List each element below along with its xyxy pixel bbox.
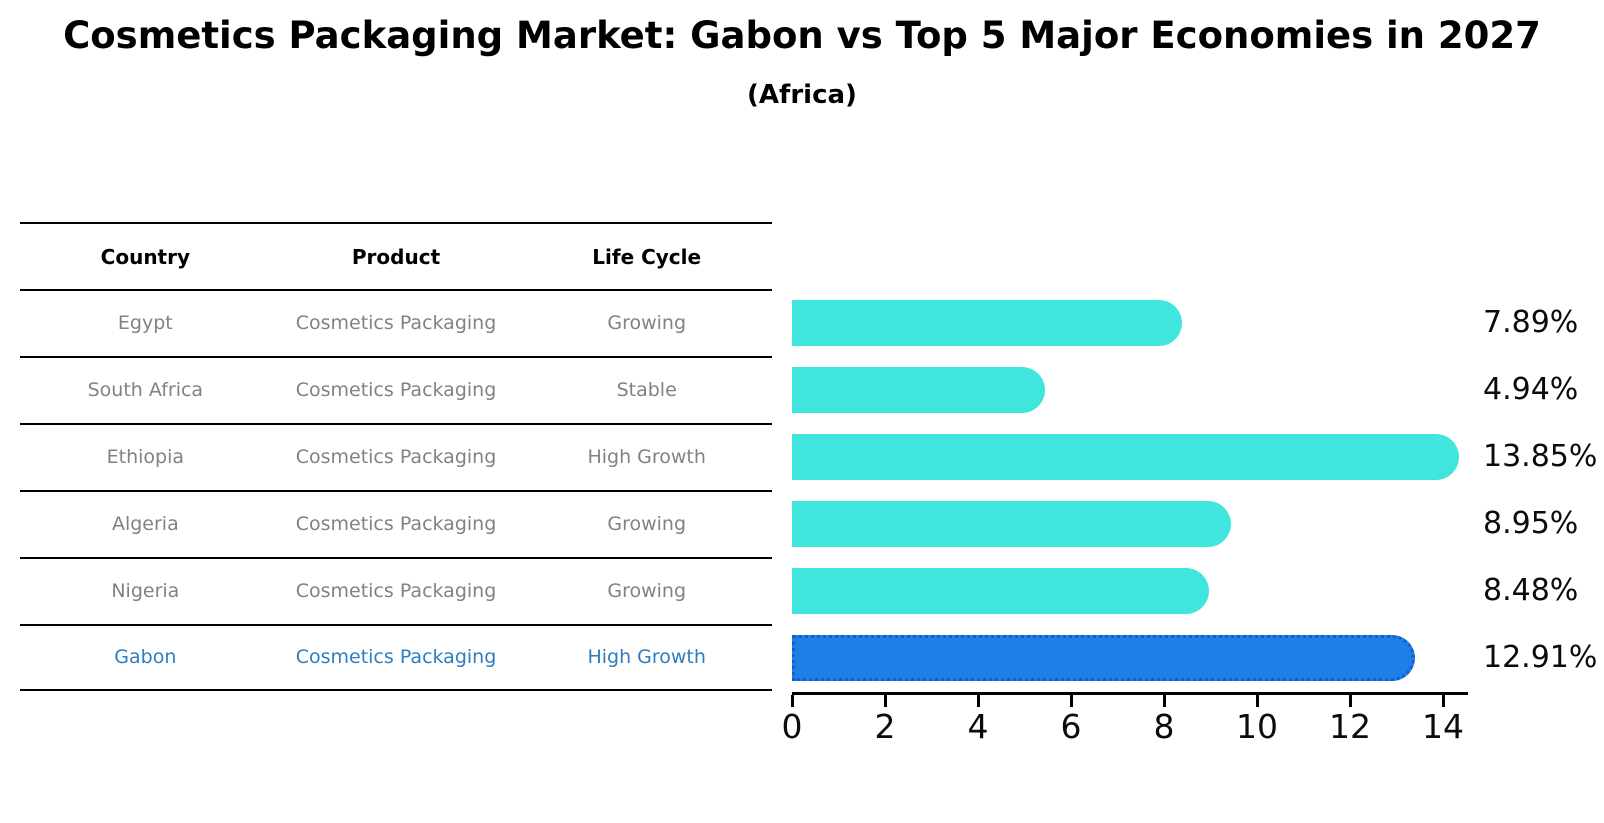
value-label-nigeria: 8.48% (1483, 573, 1579, 609)
x-tick-2 (883, 695, 887, 707)
x-tick-label-6: 6 (1060, 707, 1082, 746)
x-tick-0 (790, 695, 794, 707)
x-tick-12 (1348, 695, 1352, 707)
cell-country: South Africa (87, 379, 204, 402)
x-tick-label-2: 2 (874, 707, 896, 746)
cell-country: Algeria (111, 513, 179, 536)
table-row-algeria: Algeria Cosmetics Packaging Growing (20, 490, 772, 557)
chart-subtitle: (Africa) (747, 80, 857, 110)
cell-country: Egypt (117, 312, 173, 335)
x-tick-label-14: 14 (1422, 707, 1464, 746)
table-row-gabon: Gabon Cosmetics Packaging High Growth (20, 624, 772, 691)
x-tick-4 (976, 695, 980, 707)
table-header-life-cycle: Life Cycle (592, 244, 702, 269)
bar-egypt (792, 299, 1182, 346)
bar-gabon (792, 635, 1416, 682)
x-tick-label-8: 8 (1153, 707, 1175, 746)
cell-life-cycle: Growing (607, 580, 687, 603)
table-row-south-africa: South Africa Cosmetics Packaging Stable (20, 356, 772, 423)
chart-title: Cosmetics Packaging Market: Gabon vs Top… (63, 14, 1541, 57)
bar-ethiopia (792, 433, 1460, 480)
cell-product: Cosmetics Packaging (295, 646, 497, 669)
cell-country: Nigeria (111, 580, 180, 603)
cell-life-cycle: High Growth (587, 646, 706, 669)
cell-product: Cosmetics Packaging (295, 446, 497, 469)
cell-life-cycle: Growing (607, 513, 687, 536)
cell-product: Cosmetics Packaging (295, 513, 497, 536)
cell-product: Cosmetics Packaging (295, 312, 497, 335)
cell-product: Cosmetics Packaging (295, 580, 497, 603)
bar-algeria (792, 501, 1232, 548)
cell-life-cycle: High Growth (587, 446, 706, 469)
value-label-egypt: 7.89% (1483, 304, 1579, 340)
x-tick-14 (1441, 695, 1445, 707)
bar-nigeria (792, 568, 1210, 615)
x-tick-label-0: 0 (781, 707, 803, 746)
value-label-gabon: 12.91% (1483, 640, 1598, 676)
x-tick-8 (1162, 695, 1166, 707)
x-tick-10 (1255, 695, 1259, 707)
table-header-row: Country Product Life Cycle (20, 222, 772, 289)
value-label-ethiopia: 13.85% (1483, 438, 1598, 474)
cell-country: Ethiopia (106, 446, 185, 469)
x-tick-label-4: 4 (967, 707, 989, 746)
table-header-country: Country (100, 244, 191, 269)
table-row-nigeria: Nigeria Cosmetics Packaging Growing (20, 557, 772, 624)
table-header-product: Product (351, 244, 441, 269)
table-row-ethiopia: Ethiopia Cosmetics Packaging High Growth (20, 423, 772, 490)
value-label-south-africa: 4.94% (1483, 371, 1579, 407)
value-label-algeria: 8.95% (1483, 506, 1579, 542)
x-tick-label-10: 10 (1236, 707, 1278, 746)
cell-life-cycle: Growing (607, 312, 687, 335)
table-row-egypt: Egypt Cosmetics Packaging Growing (20, 289, 772, 356)
country-table: Country Product Life Cycle Egypt Cosmetics P… (20, 222, 772, 691)
bar-plot: 7.89% 4.94% 13.85% 8.95% 8.48% 12.91% 0 2 4 6 8 10 1… (782, 289, 1597, 745)
x-tick-6 (1069, 695, 1073, 707)
bar-south-africa (792, 366, 1045, 413)
x-tick-label-12: 12 (1329, 707, 1371, 746)
x-axis-line (792, 692, 1468, 695)
cell-life-cycle: Stable (616, 379, 677, 402)
cell-country: Gabon (114, 646, 177, 669)
cell-product: Cosmetics Packaging (295, 379, 497, 402)
